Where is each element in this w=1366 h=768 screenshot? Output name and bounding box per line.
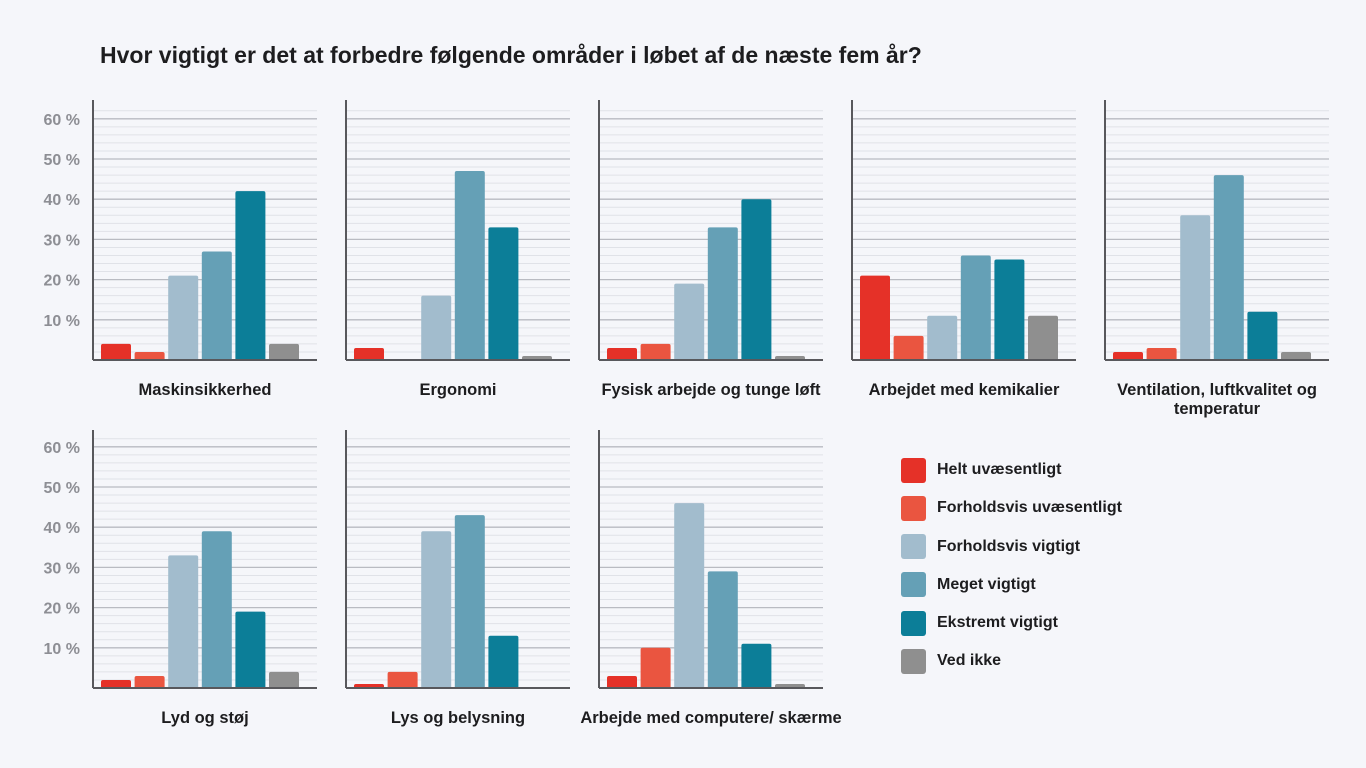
bar (1281, 351, 1311, 360)
y-tick-label: 50 % (44, 480, 80, 497)
panel-title-line: Lyd og støj (161, 709, 248, 727)
bar (168, 555, 199, 688)
legend-label: Meget vigtigt (937, 575, 1036, 593)
bar (201, 251, 232, 360)
bar (1180, 215, 1211, 360)
panel-title-line: Lys og belysning (391, 709, 525, 727)
legend-swatch (901, 534, 926, 560)
y-tick-label: 40 % (44, 192, 80, 209)
panel-title-line: Maskinsikkerhed (139, 381, 272, 399)
bar (387, 671, 418, 688)
bar (1146, 347, 1177, 360)
legend: Helt uvæsentligt Forholdsvis uvæsentligt… (901, 457, 1122, 687)
panel-title-line: Ergonomi (420, 381, 497, 399)
bar (421, 295, 452, 360)
legend-label: Forholdsvis vigtigt (937, 537, 1081, 555)
bar (269, 671, 299, 688)
bar (354, 683, 384, 688)
bar (1213, 175, 1244, 360)
panel-title: Lys og belysning (391, 709, 525, 727)
bar (134, 351, 165, 360)
panel-title-line: temperatur (1174, 400, 1261, 418)
panel-title: Maskinsikkerhed (139, 381, 272, 399)
legend-swatch (901, 648, 926, 674)
bar (775, 355, 805, 360)
bar (640, 343, 671, 360)
panel-title-line: Arbejde med computere/ skærme (580, 709, 841, 727)
y-tick-label: 10 % (44, 313, 80, 330)
bar (674, 283, 705, 360)
panel-title: Fysisk arbejde og tunge løft (601, 381, 821, 399)
y-tick-label: 60 % (44, 112, 80, 129)
bar (488, 635, 519, 688)
y-tick-label: 20 % (44, 601, 80, 618)
panel-title: Lyd og støj (161, 709, 248, 727)
bar (269, 343, 299, 360)
legend-item: Ekstremt vigtigt (901, 610, 1122, 636)
bar (454, 171, 485, 360)
y-tick-label: 50 % (44, 152, 80, 169)
legend-swatch (901, 495, 926, 521)
panel-title-line: Fysisk arbejde og tunge løft (601, 381, 821, 399)
bar (101, 343, 131, 360)
bar (1247, 311, 1278, 360)
panel-title: Arbejdet med kemikalier (869, 381, 1060, 399)
bar (235, 191, 266, 360)
bar (101, 679, 131, 688)
legend-label: Forholdsvis uvæsentligt (937, 499, 1122, 517)
legend-swatch (901, 610, 926, 636)
bar (860, 275, 890, 360)
panel-title: Ergonomi (420, 381, 497, 399)
panel-title: Arbejde med computere/ skærme (580, 709, 841, 727)
bar (1113, 351, 1143, 360)
legend-label: Ekstremt vigtigt (937, 614, 1058, 632)
legend-item: Helt uvæsentligt (901, 457, 1122, 483)
bar (168, 275, 199, 360)
bar (1028, 315, 1058, 360)
y-tick-label: 10 % (44, 641, 80, 658)
y-tick-label: 40 % (44, 520, 80, 537)
bar (488, 227, 519, 360)
legend-item: Ved ikke (901, 648, 1122, 674)
bar (960, 255, 991, 360)
legend-label: Helt uvæsentligt (937, 461, 1062, 478)
chart-title: Hvor vigtigt er det at forbedre følgende… (100, 42, 922, 68)
bar (201, 531, 232, 688)
y-tick-label: 30 % (44, 232, 80, 249)
bar (927, 315, 958, 360)
bar (674, 503, 705, 688)
bar (707, 227, 738, 360)
bar (607, 347, 637, 360)
bar (640, 647, 671, 688)
y-tick-label: 60 % (44, 440, 80, 457)
bar (421, 531, 452, 688)
panel-title-line: Ventilation, luftkvalitet og (1117, 381, 1317, 399)
bar (235, 611, 266, 688)
bar (454, 515, 485, 688)
legend-swatch (901, 572, 926, 598)
legend-item: Forholdsvis vigtigt (901, 534, 1122, 560)
legend-label: Ved ikke (937, 652, 1002, 670)
bar (741, 643, 772, 688)
bar (522, 355, 552, 360)
legend-item: Meget vigtigt (901, 572, 1122, 598)
bar (741, 199, 772, 360)
legend-swatch (901, 457, 926, 483)
bar (354, 347, 384, 360)
legend-item: Forholdsvis uvæsentligt (901, 495, 1122, 521)
bar (893, 335, 924, 360)
bar (607, 675, 637, 688)
bar (775, 683, 805, 688)
bar (134, 675, 165, 688)
y-tick-label: 30 % (44, 560, 80, 577)
bar (994, 259, 1025, 360)
panel-title-line: Arbejdet med kemikalier (869, 381, 1060, 399)
bar (707, 571, 738, 688)
y-tick-label: 20 % (44, 273, 80, 290)
panel-title: Ventilation, luftkvalitet og temperatur (1117, 381, 1317, 418)
